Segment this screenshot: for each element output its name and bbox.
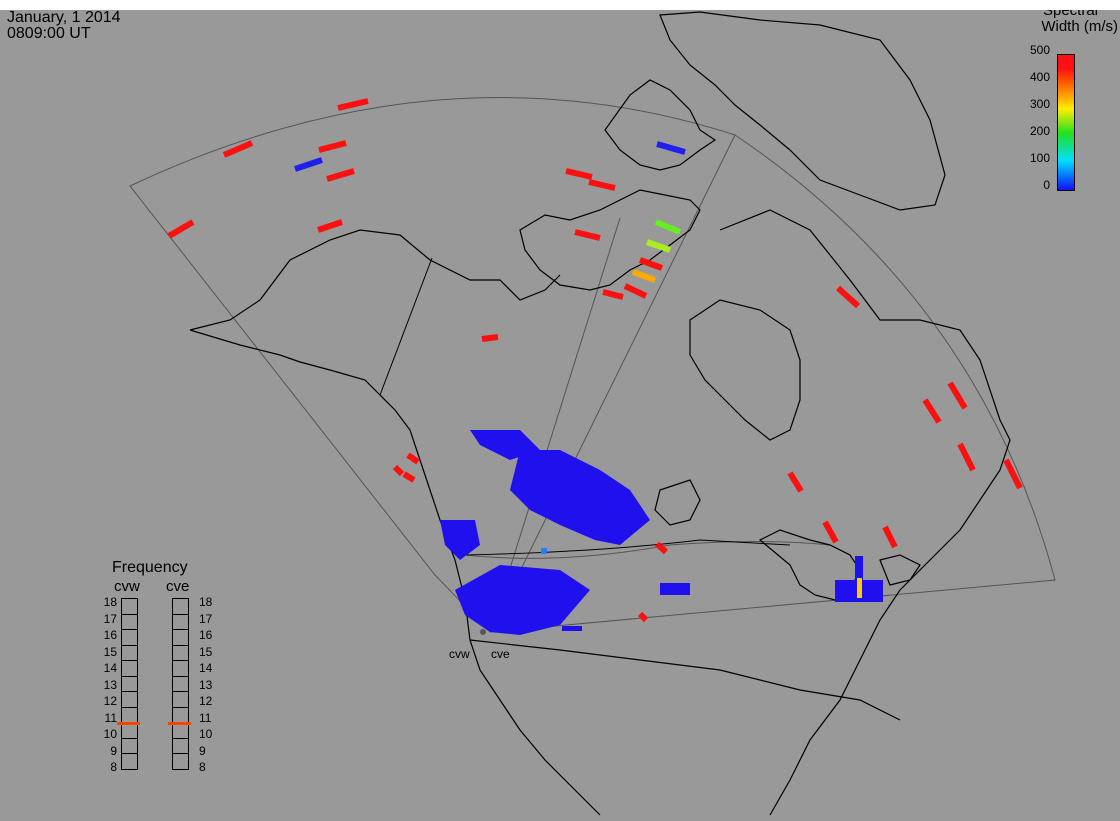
frequency-tick-label: 8	[110, 760, 117, 774]
radar-label-cvw: cvw	[449, 647, 470, 661]
frequency-tick-label: 14	[199, 661, 213, 675]
frequency-tick-label: 15	[103, 644, 117, 659]
frequency-tick-label: 10	[103, 727, 117, 741]
frequency-tick-label: 18	[199, 595, 213, 609]
colorbar-tick: 0	[1043, 178, 1050, 192]
frequency-marker-cve	[168, 721, 191, 725]
frequency-tick-label: 12	[103, 694, 117, 708]
frequency-tick-label: 11	[104, 710, 117, 725]
frequency-tick-label: 14	[103, 661, 117, 675]
frequency-radar-label-cve: cve	[166, 578, 190, 595]
frequency-tick-label: 18	[103, 595, 117, 609]
frequency-tick-label: 16	[199, 628, 213, 642]
radar-echoes	[167, 98, 1023, 635]
colorbar-tick: 200	[1029, 124, 1050, 138]
spectral-width-colorbar	[1057, 54, 1075, 191]
date-label: January, 1 2014	[7, 10, 121, 26]
colorbar-tick: 400	[1029, 70, 1050, 84]
frequency-tick-label: 9	[110, 743, 117, 758]
frequency-tick-label: 15	[199, 644, 213, 659]
frequency-marker-cvw	[117, 721, 140, 725]
time-label: 0809:00 UT	[7, 25, 91, 42]
frequency-tick-label: 12	[199, 694, 213, 708]
frequency-tick-label: 11	[199, 710, 212, 725]
field-of-view-outline	[129, 97, 1056, 633]
map-panel: January, 1 2014 0809:00 UT Spectral Widt…	[0, 10, 1120, 821]
map-canvas	[129, 11, 1056, 816]
coastlines	[189, 11, 1011, 816]
frequency-column-cve	[172, 598, 189, 770]
frequency-tick-label: 17	[199, 611, 213, 626]
borders	[379, 257, 791, 556]
frequency-tick-label: 13	[103, 677, 117, 692]
colorbar-title-line1: Spectral	[1042, 10, 1098, 19]
colorbar-title-line2: Width (m/s)	[1041, 18, 1118, 35]
frequency-tick-label: 16	[103, 628, 117, 642]
frequency-tick-label: 9	[199, 743, 206, 758]
frequency-radar-label-cvw: cvw	[114, 578, 140, 595]
frequency-tick-label: 8	[199, 760, 206, 774]
colorbar-tick: 500	[1029, 43, 1050, 57]
frequency-tick-label: 17	[103, 611, 117, 626]
colorbar-tick: 300	[1029, 97, 1050, 111]
frequency-title: Frequency	[112, 559, 188, 576]
frequency-column-cvw	[121, 598, 138, 770]
colorbar-tick: 100	[1029, 151, 1050, 165]
frequency-tick-label: 10	[199, 727, 213, 741]
frequency-tick-label: 13	[199, 677, 213, 692]
radar-label-cve: cve	[491, 647, 510, 661]
